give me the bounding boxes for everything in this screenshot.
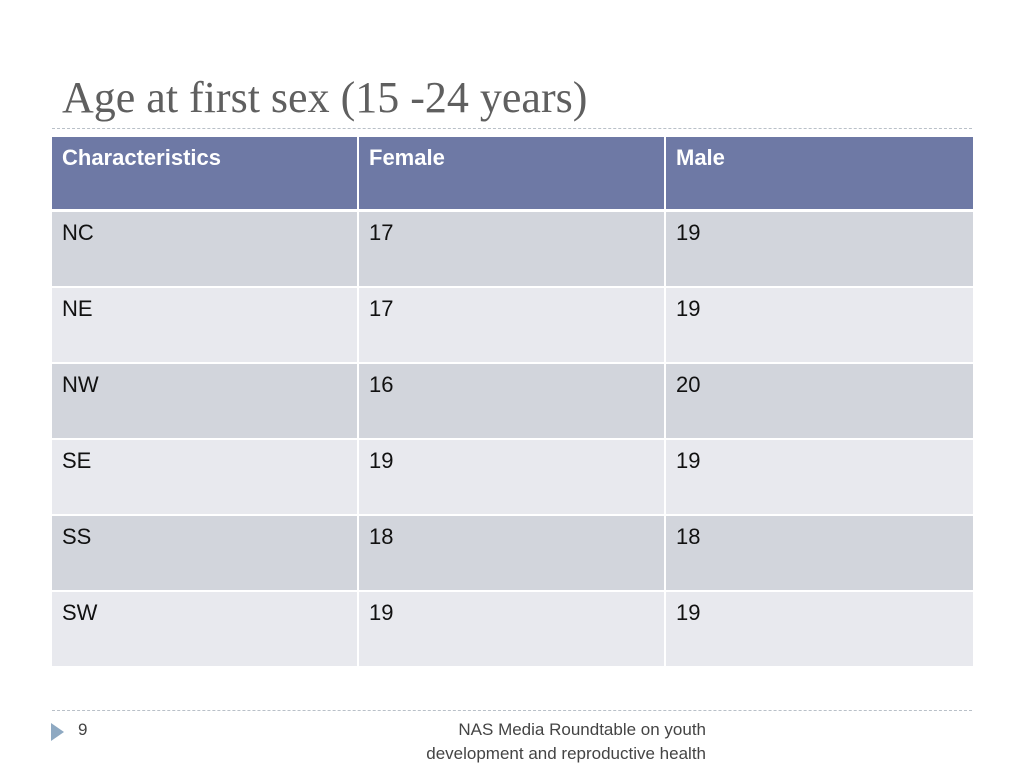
male-age-cell: 19 <box>666 592 973 668</box>
age-at-first-sex-table: Characteristics Female Male NC 17 19 NE … <box>52 137 973 668</box>
title-divider <box>52 128 972 129</box>
footer-divider <box>52 710 972 711</box>
footer-caption: NAS Media Roundtable on youth developmen… <box>366 718 706 766</box>
footer-line-2: development and reproductive health <box>426 744 706 763</box>
column-header-male: Male <box>666 137 973 212</box>
slide-title: Age at first sex (15 -24 years) <box>62 73 588 122</box>
table-row: NC 17 19 <box>52 212 973 288</box>
female-age-cell: 16 <box>359 364 666 440</box>
female-age-cell: 19 <box>359 440 666 516</box>
triangle-bullet-icon <box>51 723 64 741</box>
column-header-characteristics: Characteristics <box>52 137 359 212</box>
table-row: NE 17 19 <box>52 288 973 364</box>
female-age-cell: 18 <box>359 516 666 592</box>
region-cell: SS <box>52 516 359 592</box>
male-age-cell: 19 <box>666 212 973 288</box>
table-row: SS 18 18 <box>52 516 973 592</box>
table-row: NW 16 20 <box>52 364 973 440</box>
page-number: 9 <box>78 720 88 739</box>
table-row: SW 19 19 <box>52 592 973 668</box>
male-age-cell: 19 <box>666 440 973 516</box>
table-header-row: Characteristics Female Male <box>52 137 973 212</box>
male-age-cell: 20 <box>666 364 973 440</box>
female-age-cell: 19 <box>359 592 666 668</box>
region-cell: NW <box>52 364 359 440</box>
male-age-cell: 18 <box>666 516 973 592</box>
region-cell: SW <box>52 592 359 668</box>
column-header-female: Female <box>359 137 666 212</box>
table-row: SE 19 19 <box>52 440 973 516</box>
region-cell: NC <box>52 212 359 288</box>
footer-line-1: NAS Media Roundtable on youth <box>458 720 706 739</box>
female-age-cell: 17 <box>359 288 666 364</box>
female-age-cell: 17 <box>359 212 666 288</box>
male-age-cell: 19 <box>666 288 973 364</box>
region-cell: SE <box>52 440 359 516</box>
region-cell: NE <box>52 288 359 364</box>
